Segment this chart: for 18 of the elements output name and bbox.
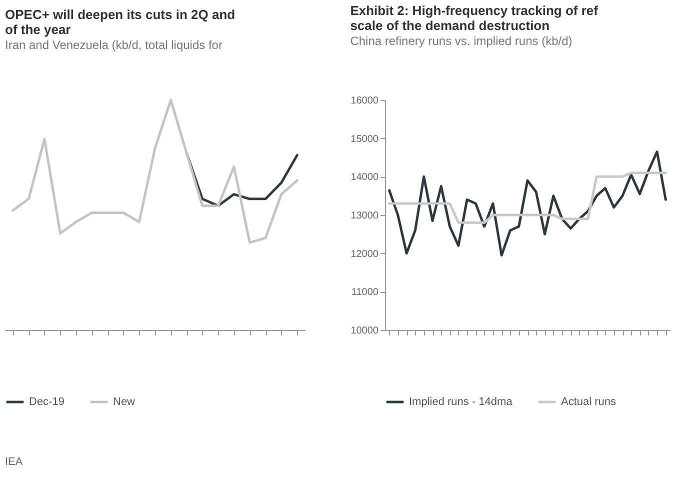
legend-label: Dec-19 [29,396,64,408]
y-tick-label: 13000 [350,210,379,222]
y-tick-label: 12000 [350,248,379,260]
line-series [388,172,667,224]
chart-subtitle: Iran and Venezuela (kb/d, total liquids for [5,38,222,52]
y-tick-label: 10000 [350,326,379,336]
chart-subtitle: China refinery runs vs. implied runs (kb/d) [350,34,572,48]
chart-title: OPEC+ will deepen its cuts in 2Q and of the year [5,6,236,37]
legend-label: Implied runs - 14dma [409,396,514,408]
line-series [388,150,667,256]
y-tick-label: 14000 [350,172,379,184]
text: IEA [5,456,24,468]
y-tick-label: 15000 [350,134,379,145]
y-tick-label: 11000 [351,287,379,298]
chart-title: Exhibit 2: High-frequency tracking of ref scale of the demand destruction [350,3,599,33]
y-tick-label: 16000 [350,96,379,106]
legend-label: Actual runs [561,396,617,408]
legend-label: New [113,396,136,408]
